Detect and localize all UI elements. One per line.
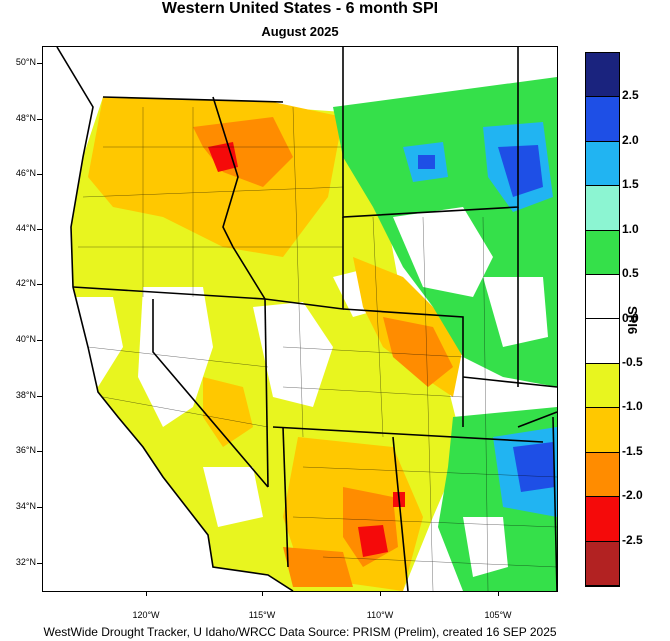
colorbar-segment xyxy=(586,452,619,498)
latitude-tick xyxy=(37,63,42,64)
colorbar-label: -2.5 xyxy=(622,532,643,547)
latitude-label: 46°N xyxy=(15,168,36,178)
latitude-label: 34°N xyxy=(15,501,36,511)
latitude-tick xyxy=(37,507,42,508)
longitude-label: 120°W xyxy=(132,610,160,620)
colorbar-segment xyxy=(586,230,619,276)
county-lines xyxy=(78,106,557,591)
latitude-tick xyxy=(37,229,42,230)
colorbar-segment xyxy=(586,319,619,364)
colorbar-segment xyxy=(586,97,619,142)
latitude-label: 40°N xyxy=(15,334,36,344)
longitude-label: 110°W xyxy=(366,610,394,620)
latitude-label: 50°N xyxy=(15,57,36,67)
latitude-tick xyxy=(37,451,42,452)
wet-neutral-gaps xyxy=(393,207,548,577)
colorbar-segment xyxy=(586,497,619,542)
colorbar-label: 2.0 xyxy=(622,132,639,147)
longitude-label: 105°W xyxy=(484,610,512,620)
latitude-tick xyxy=(37,284,42,285)
colorbar-label: -1.5 xyxy=(622,443,643,458)
spi-colorbar xyxy=(585,52,620,587)
colorbar-label: -2.0 xyxy=(622,488,643,503)
colorbar-segment xyxy=(586,408,619,453)
spi-map-svg xyxy=(56,47,557,591)
map-footer-credit: WestWide Drought Tracker, U Idaho/WRCC D… xyxy=(43,625,557,639)
longitude-tick xyxy=(146,591,147,596)
latitude-tick xyxy=(37,396,42,397)
latitude-label: 38°N xyxy=(15,390,36,400)
colorbar-label: 1.5 xyxy=(622,177,639,192)
colorbar-title: SPI6 xyxy=(625,306,640,335)
latitude-label: 42°N xyxy=(15,278,36,288)
colorbar-label: 2.5 xyxy=(622,88,639,103)
colorbar-label: 1.0 xyxy=(622,221,639,236)
colorbar-segment xyxy=(586,53,619,98)
spi-map xyxy=(42,46,558,592)
dry-region-red xyxy=(208,142,405,557)
longitude-tick xyxy=(262,591,263,596)
map-title: Western United States - 6 month SPI xyxy=(161,0,439,17)
latitude-label: 32°N xyxy=(15,557,36,567)
longitude-label: 115°W xyxy=(248,610,276,620)
colorbar-segment xyxy=(586,141,619,187)
map-subtitle: August 2025 xyxy=(261,24,339,39)
latitude-tick xyxy=(37,340,42,341)
colorbar-label: 0.5 xyxy=(622,266,639,281)
colorbar-segment xyxy=(586,186,619,231)
colorbar-segment xyxy=(586,275,619,320)
latitude-tick xyxy=(37,174,42,175)
wet-region-blue xyxy=(418,145,555,492)
latitude-tick xyxy=(37,563,42,564)
longitude-tick xyxy=(498,591,499,596)
latitude-tick xyxy=(37,119,42,120)
colorbar-segment xyxy=(586,541,619,586)
state-borders xyxy=(56,47,557,591)
longitude-tick xyxy=(380,591,381,596)
colorbar-label: -0.5 xyxy=(622,354,643,369)
colorbar-label: -1.0 xyxy=(622,399,643,414)
colorbar-segment xyxy=(586,363,619,409)
latitude-label: 48°N xyxy=(15,113,36,123)
latitude-label: 36°N xyxy=(15,445,36,455)
colorbar-label: 0.0 xyxy=(622,310,639,325)
latitude-label: 44°N xyxy=(15,223,36,233)
